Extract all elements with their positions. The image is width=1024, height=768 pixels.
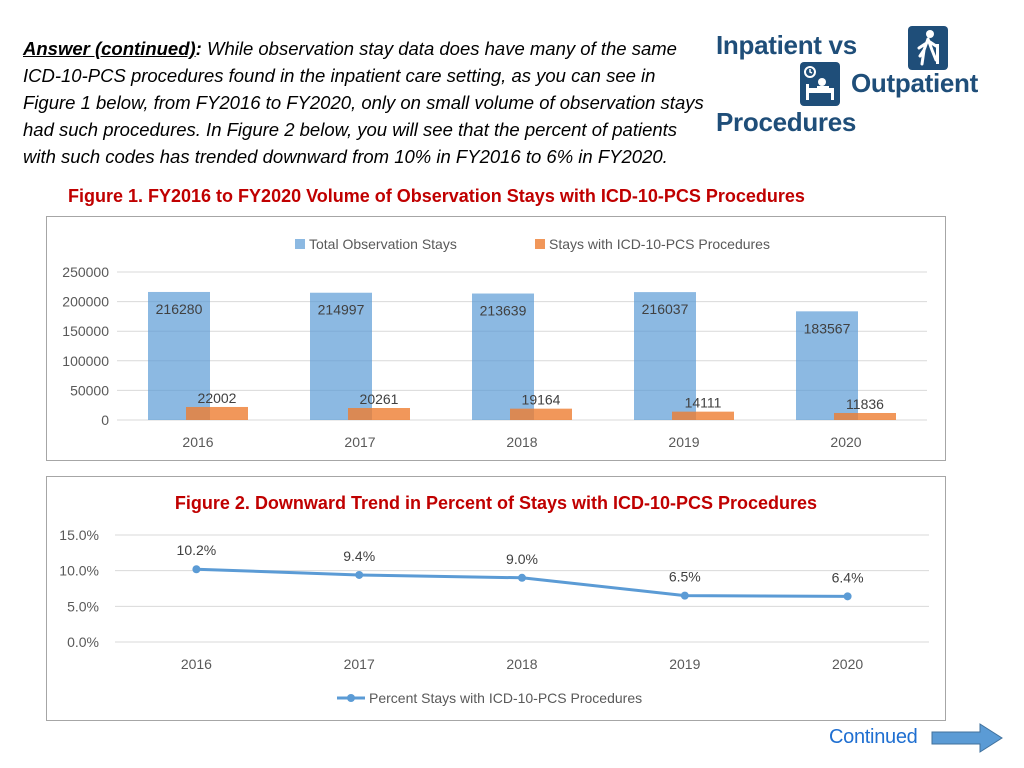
- y-tick-label: 150000: [62, 323, 109, 339]
- data-label: 213639: [480, 303, 527, 319]
- y-tick-label: 250000: [62, 264, 109, 280]
- data-label: 6.5%: [669, 569, 701, 585]
- x-tick-label: 2020: [830, 434, 861, 450]
- data-label: 216037: [642, 301, 689, 317]
- y-tick-label: 10.0%: [59, 563, 99, 579]
- figure2-chart: Figure 2. Downward Trend in Percent of S…: [46, 476, 946, 721]
- data-label: 14111: [685, 395, 722, 411]
- bar: [634, 292, 696, 420]
- figure1-title: Figure 1. FY2016 to FY2020 Volume of Obs…: [68, 186, 805, 206]
- answer-lead: Answer (continued): [23, 38, 196, 59]
- answer-body: While observation stay data does have ma…: [23, 38, 704, 167]
- x-tick-label: 2016: [182, 434, 213, 450]
- answer-lead-colon: :: [195, 38, 202, 59]
- right-arrow-icon[interactable]: [930, 722, 1004, 754]
- x-tick-label: 2019: [668, 434, 699, 450]
- data-point: [680, 591, 689, 600]
- legend-label: Stays with ICD-10-PCS Procedures: [549, 236, 770, 252]
- legend-label: Percent Stays with ICD-10-PCS Procedures: [369, 690, 642, 706]
- y-tick-label: 5.0%: [67, 598, 99, 614]
- data-label: 183567: [804, 320, 851, 336]
- figure1-svg: 0 50000 100000 150000 200000 250000 2016 216280…: [62, 236, 927, 450]
- bar: [472, 293, 534, 420]
- y-tick-label: 0: [101, 412, 109, 428]
- y-tick-label: 0.0%: [67, 634, 99, 650]
- data-label: 9.0%: [506, 551, 538, 567]
- bar: [834, 412, 896, 420]
- x-tick-label: 2016: [181, 656, 212, 672]
- data-label: 19164: [522, 392, 561, 408]
- figure2-svg: Figure 2. Downward Trend in Percent of S…: [59, 493, 929, 706]
- series-line: [196, 567, 848, 598]
- x-tick-label: 2017: [344, 434, 375, 450]
- bar: [310, 292, 372, 420]
- page-title-line2: Outpatient: [851, 68, 978, 98]
- y-tick-label: 200000: [62, 294, 109, 310]
- continued-link[interactable]: Continued: [829, 726, 918, 748]
- hospital-bed-icon: [800, 62, 840, 106]
- data-label: 216280: [156, 301, 203, 317]
- page-title-line3: Procedures: [716, 107, 857, 137]
- data-label: 11836: [846, 396, 884, 412]
- x-tick-label: 2017: [344, 656, 375, 672]
- data-point: [518, 573, 526, 582]
- legend-marker: [347, 694, 355, 702]
- bar: [672, 411, 734, 420]
- bar: [148, 291, 210, 420]
- figure1-chart: 0 50000 100000 150000 200000 250000 2016 216280…: [46, 216, 946, 461]
- x-tick-label: 2019: [669, 656, 700, 672]
- data-label: 214997: [318, 302, 365, 318]
- x-tick-label: 2018: [506, 656, 537, 672]
- intro-paragraph: Answer (continued): While observation st…: [23, 35, 998, 170]
- data-label: 10.2%: [177, 542, 217, 558]
- walking-person-icon: [908, 26, 948, 70]
- y-tick-label: 50000: [70, 382, 109, 398]
- bar: [796, 311, 858, 420]
- data-point: [355, 570, 364, 579]
- y-tick-label: 100000: [62, 353, 109, 369]
- bar: [348, 408, 410, 420]
- legend-label: Total Observation Stays: [309, 236, 457, 252]
- data-label: 22002: [198, 390, 237, 406]
- bar: [510, 408, 572, 420]
- x-tick-label: 2020: [832, 656, 863, 672]
- legend-swatch: [535, 239, 545, 249]
- y-tick-label: 15.0%: [59, 527, 99, 543]
- x-tick-label: 2018: [506, 434, 537, 450]
- data-label: 6.4%: [832, 569, 864, 585]
- bar: [186, 406, 248, 420]
- page-title-line1: Inpatient vs: [716, 30, 857, 60]
- data-point: [843, 592, 852, 601]
- figure2-title: Figure 2. Downward Trend in Percent of S…: [175, 493, 817, 513]
- data-label: 9.4%: [343, 548, 375, 564]
- legend-swatch: [295, 239, 305, 249]
- data-label: 20261: [360, 391, 399, 407]
- data-point: [192, 565, 201, 574]
